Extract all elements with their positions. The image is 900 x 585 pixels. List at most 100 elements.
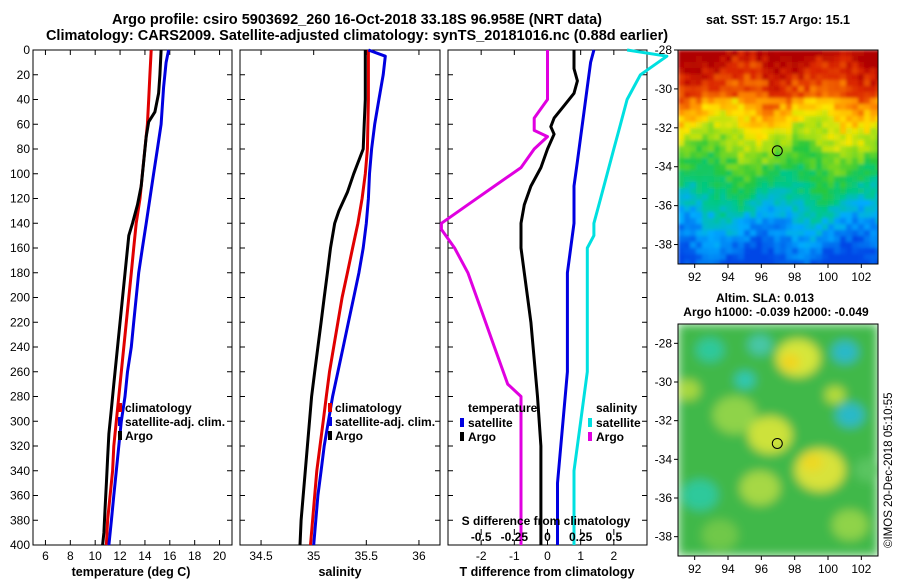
sst-cell xyxy=(816,134,823,141)
sst-cell xyxy=(864,230,871,237)
sst-cell xyxy=(678,104,685,111)
sst-cell xyxy=(714,164,721,171)
sst-cell xyxy=(756,116,763,123)
sst-cell xyxy=(708,56,715,63)
sst-cell xyxy=(816,200,823,207)
sst-cell xyxy=(870,248,877,255)
sst-cell xyxy=(846,68,853,75)
sst-cell xyxy=(810,128,817,135)
sst-cell xyxy=(786,236,793,243)
sst-cell xyxy=(762,224,769,231)
sst-cell xyxy=(774,134,781,141)
y-tick-label: 80 xyxy=(17,142,31,156)
legend-label-argo: Argo xyxy=(335,429,363,443)
sst-cell xyxy=(786,206,793,213)
s-tick-label: -0.25 xyxy=(501,530,529,544)
sst-cell xyxy=(744,230,751,237)
sst-cell xyxy=(774,86,781,93)
sst-cell xyxy=(738,260,745,264)
sst-cell xyxy=(864,218,871,225)
sst-cell xyxy=(756,248,763,255)
sst-cell xyxy=(756,182,763,189)
sst-cell xyxy=(870,92,877,99)
sst-cell xyxy=(744,74,751,81)
sst-cell xyxy=(714,152,721,159)
sst-cell xyxy=(816,236,823,243)
sst-cell xyxy=(726,164,733,171)
x-tick-label: 12 xyxy=(113,549,127,563)
sst-cell xyxy=(822,134,829,141)
sst-cell xyxy=(690,170,697,177)
sst-cell xyxy=(708,242,715,249)
sst-cell xyxy=(726,248,733,255)
sst-cell xyxy=(762,254,769,261)
sst-cell xyxy=(708,122,715,129)
sst-cell xyxy=(858,182,865,189)
sst-cell xyxy=(732,80,739,87)
sst-cell xyxy=(714,68,721,75)
sst-cell xyxy=(738,254,745,261)
sst-cell xyxy=(780,98,787,105)
sst-cell xyxy=(684,188,691,195)
sst-cell xyxy=(738,236,745,243)
sst-cell xyxy=(780,230,787,237)
sst-cell xyxy=(828,50,835,57)
sst-cell xyxy=(726,116,733,123)
sst-cell xyxy=(780,62,787,69)
sst-cell xyxy=(702,140,709,147)
sst-cell xyxy=(738,86,745,93)
sst-cell xyxy=(720,194,727,201)
sst-cell xyxy=(732,242,739,249)
sst-cell xyxy=(684,236,691,243)
sst-cell xyxy=(822,212,829,219)
sst-cell xyxy=(744,206,751,213)
sst-cell xyxy=(678,98,685,105)
sst-cell xyxy=(684,86,691,93)
sst-cell xyxy=(750,206,757,213)
s-tick-label: 0.25 xyxy=(569,530,593,544)
sst-cell xyxy=(840,254,847,261)
sst-cell xyxy=(816,218,823,225)
sst-cell xyxy=(726,50,733,57)
title-line-2: Climatology: CARS2009. Satellite-adjuste… xyxy=(46,28,668,44)
sst-cell xyxy=(756,92,763,99)
sst-cell xyxy=(792,200,799,207)
sst-cell xyxy=(876,236,878,243)
sla-blob xyxy=(713,396,757,434)
sst-cell xyxy=(876,86,878,93)
sst-cell xyxy=(870,188,877,195)
legend-mark-t-satellite xyxy=(460,418,464,427)
sst-cell xyxy=(786,170,793,177)
sst-cell xyxy=(792,260,799,264)
sst-cell xyxy=(786,224,793,231)
sst-cell xyxy=(774,176,781,183)
sst-cell xyxy=(720,254,727,261)
sst-cell xyxy=(852,152,859,159)
sst-cell xyxy=(798,50,805,57)
sst-cell xyxy=(684,140,691,147)
sst-cell xyxy=(792,248,799,255)
sst-cell xyxy=(846,254,853,261)
sst-cell xyxy=(762,188,769,195)
sst-cell xyxy=(684,176,691,183)
sst-cell xyxy=(870,200,877,207)
sst-cell xyxy=(726,62,733,69)
sst-cell xyxy=(876,152,878,159)
sst-cell xyxy=(750,86,757,93)
sst-cell xyxy=(810,116,817,123)
sst-cell xyxy=(852,140,859,147)
sst-cell xyxy=(774,158,781,165)
sla-blob xyxy=(795,448,845,492)
sst-cell xyxy=(708,188,715,195)
sst-cell xyxy=(732,254,739,261)
sst-cell xyxy=(726,224,733,231)
salinity-series-climatology xyxy=(309,50,370,546)
sst-cell xyxy=(750,164,757,171)
sst-cell xyxy=(756,242,763,249)
sst-cell xyxy=(744,212,751,219)
sst-cell xyxy=(834,68,841,75)
sst-cell xyxy=(762,74,769,81)
sst-cell xyxy=(756,128,763,135)
sst-cell xyxy=(708,194,715,201)
sst-cell xyxy=(714,50,721,57)
